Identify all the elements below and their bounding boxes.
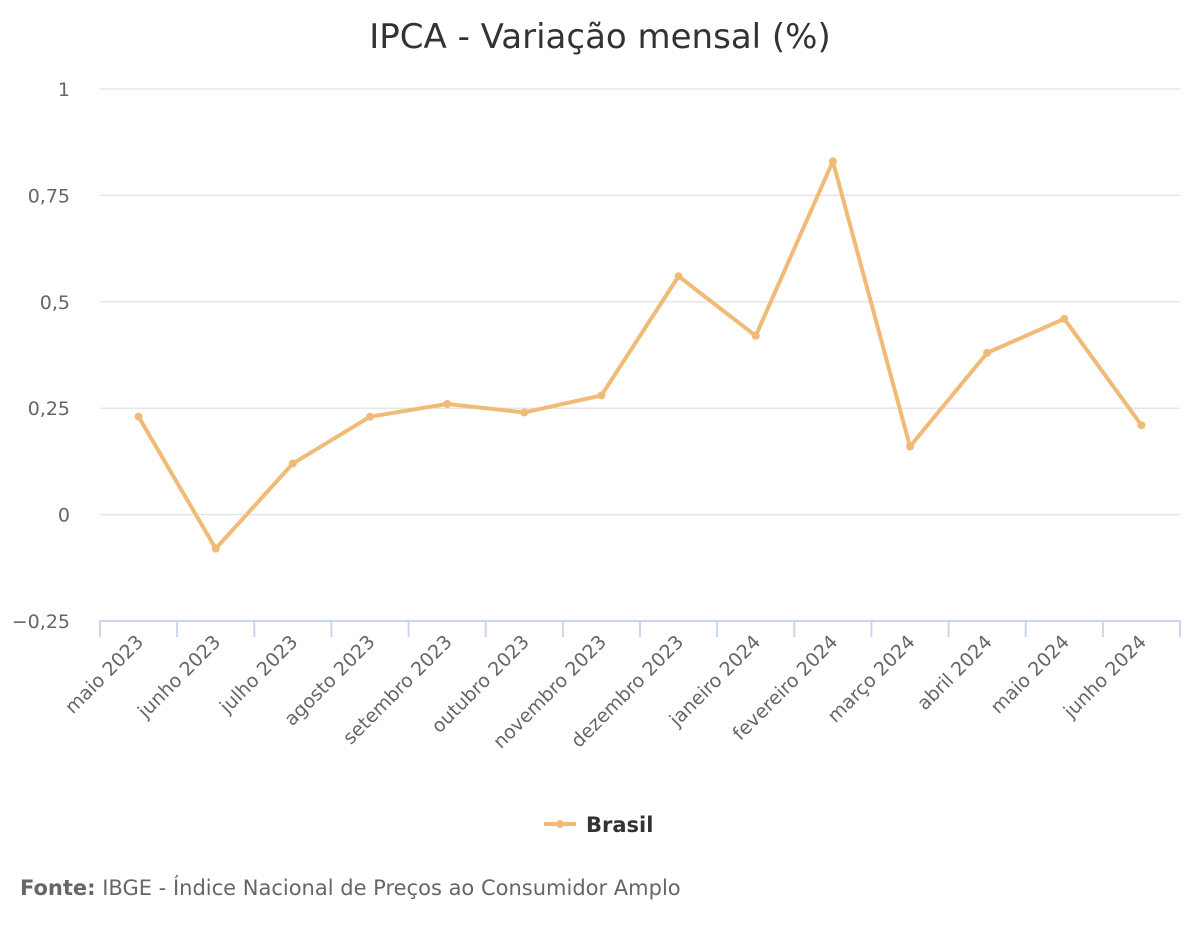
source-note: Fonte: IBGE - Índice Nacional de Preços … [20,876,681,900]
data-point-9[interactable] [828,157,837,166]
data-point-1[interactable] [211,544,220,553]
legend[interactable]: Brasil [544,813,653,837]
y-tick-label-5: −0,25 [12,611,70,633]
data-point-8[interactable] [751,331,760,340]
data-point-4[interactable] [443,399,452,408]
series-brasil[interactable] [134,157,1146,553]
data-point-12[interactable] [1060,314,1069,323]
data-point-3[interactable] [366,412,374,421]
y-tick-label-0: 1 [58,79,70,101]
data-point-6[interactable] [597,391,606,400]
y-tick-label-3: 0,25 [28,398,70,420]
series-line-0 [136,159,1144,551]
y-tick-label-4: 0 [58,505,70,527]
x-tick-label-1: junho 2023 [133,631,225,723]
source-prefix: Fonte: [20,876,96,900]
data-point-0[interactable] [134,412,143,421]
x-tick-label-13: junho 2024 [1059,631,1151,723]
chart-title: IPCA - Variação mensal (%) [369,17,831,57]
legend-marker-brasil [556,820,564,828]
x-tick-label-11: abril 2024 [913,631,997,715]
y-tick-label-2: 0,5 [40,292,70,314]
legend-label-brasil[interactable]: Brasil [586,813,653,837]
y-tick-label-1: 0,75 [28,185,70,207]
source-text: IBGE - Índice Nacional de Preços ao Cons… [95,876,681,900]
y-axis: 1 0,75 0,5 0,25 0 −0,25 [12,79,70,633]
data-point-13[interactable] [1137,421,1146,430]
data-point-11[interactable] [983,348,992,357]
data-point-2[interactable] [288,459,297,468]
data-point-10[interactable] [906,442,914,451]
data-point-7[interactable] [674,272,683,281]
data-point-5[interactable] [520,408,529,417]
gridlines [100,88,1180,516]
